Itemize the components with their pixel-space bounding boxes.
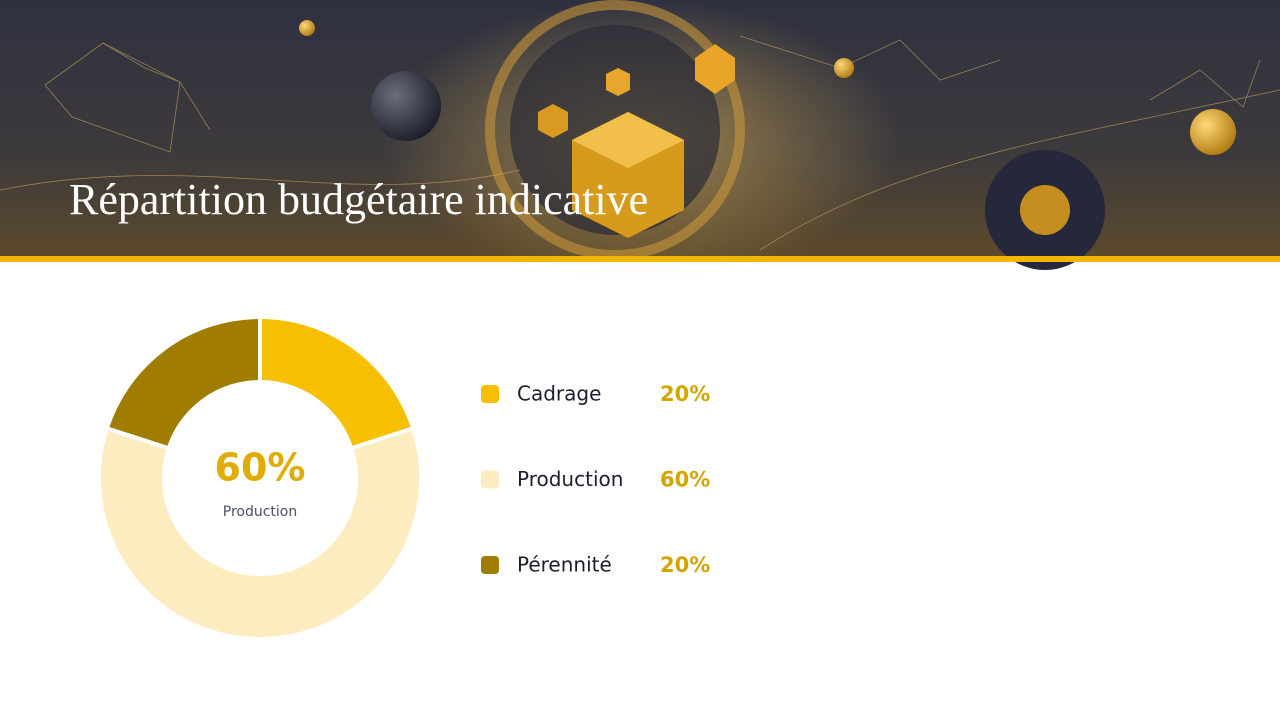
banner-cube bbox=[606, 68, 630, 96]
legend: Cadrage 20% Production 60% Pérennité 20% bbox=[481, 382, 710, 577]
donut-segment bbox=[97, 425, 423, 641]
banner-ring bbox=[485, 0, 745, 260]
donut-chart: 60% Production bbox=[97, 314, 423, 641]
banner-orb bbox=[1190, 109, 1236, 155]
legend-value: 20% bbox=[660, 382, 710, 406]
legend-swatch bbox=[481, 470, 499, 489]
legend-label: Production bbox=[517, 467, 623, 491]
banner: Répartition budgétaire indicative bbox=[0, 0, 1280, 280]
banner-orb bbox=[371, 71, 441, 141]
banner-orb bbox=[299, 20, 315, 36]
legend-label: Cadrage bbox=[517, 382, 601, 406]
legend-value: 60% bbox=[660, 468, 710, 492]
banner-cube bbox=[695, 44, 735, 94]
banner-orb bbox=[834, 58, 854, 78]
legend-swatch bbox=[481, 556, 499, 574]
banner-cube-top bbox=[572, 112, 684, 168]
banner-underline bbox=[0, 256, 1280, 262]
banner-cube bbox=[538, 104, 568, 138]
donut-segment bbox=[104, 314, 262, 451]
donut-segment bbox=[258, 314, 416, 451]
center-label: Production bbox=[223, 504, 297, 520]
center-value: 60% bbox=[215, 446, 306, 490]
slide-title: Répartition budgétaire indicative bbox=[69, 175, 648, 224]
legend-value: 20% bbox=[660, 553, 710, 577]
legend-swatch bbox=[481, 385, 499, 403]
banner-gear-hub bbox=[1020, 185, 1070, 235]
legend-label: Pérennité bbox=[517, 553, 612, 577]
banner-network bbox=[0, 35, 1280, 251]
